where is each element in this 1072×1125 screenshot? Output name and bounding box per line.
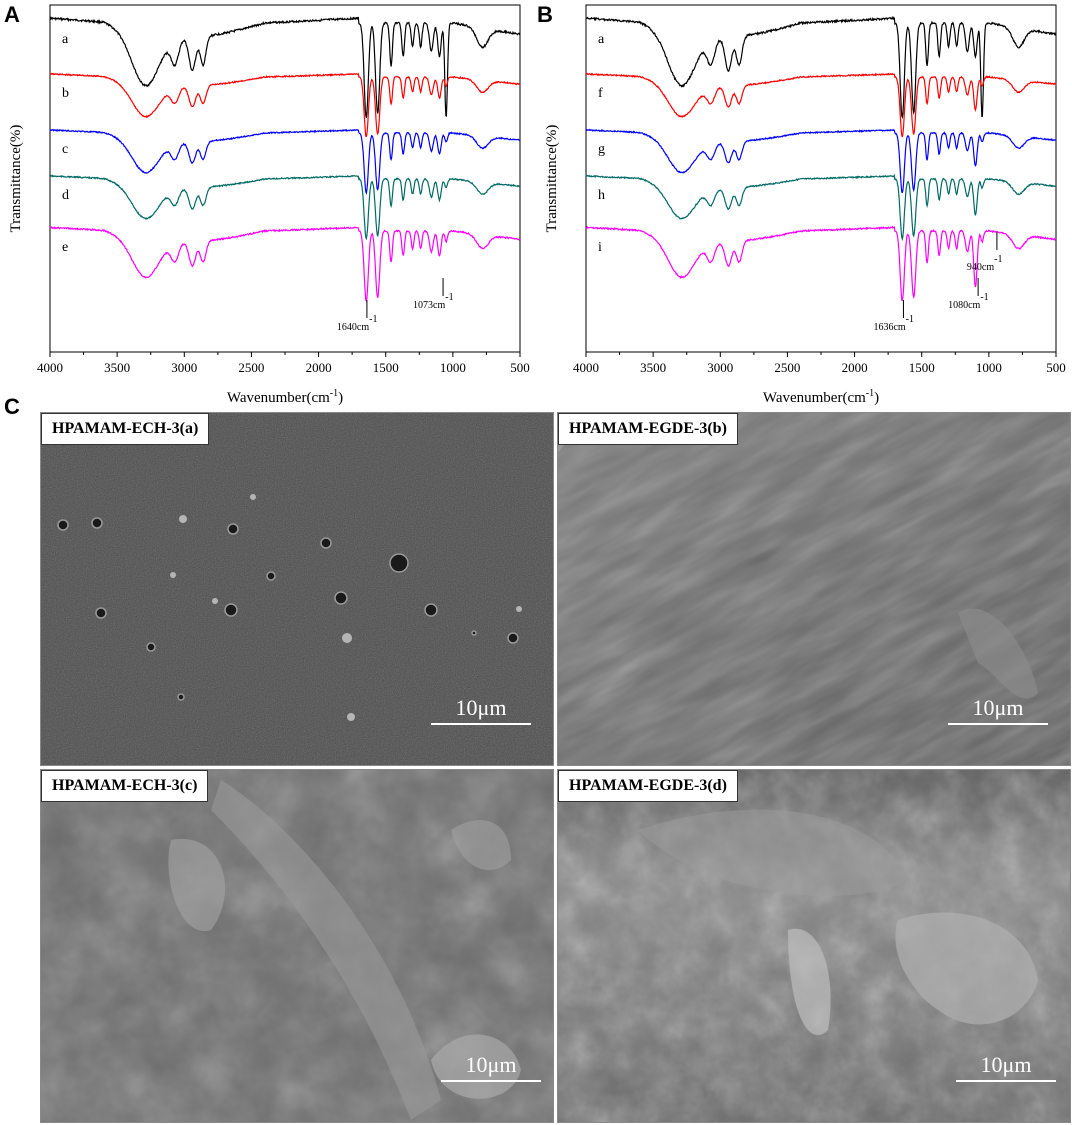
scale-bar-c-line bbox=[441, 1080, 541, 1082]
y-axis-label: Transmittance(%) bbox=[8, 125, 24, 233]
x-axis-label: Wavenumber(cm-1) bbox=[227, 388, 343, 406]
scale-bar-c-text: 10μm bbox=[465, 1052, 517, 1077]
panel-letter-b: B bbox=[537, 2, 553, 27]
sem-label-a: HPAMAM-ECH-3(a) bbox=[41, 413, 210, 445]
series-line-f bbox=[585, 72, 1057, 138]
x-tick-label: 4000 bbox=[37, 360, 63, 375]
scale-bar-d-line bbox=[956, 1080, 1056, 1082]
sem-label-d: HPAMAM-EGDE-3(d) bbox=[558, 770, 738, 802]
sem-label-b: HPAMAM-EGDE-3(b) bbox=[558, 413, 738, 445]
series-label-f: f bbox=[598, 86, 603, 101]
sem-texture-c bbox=[41, 770, 553, 1122]
x-tick-label: 3000 bbox=[171, 360, 197, 375]
series-label-b: b bbox=[62, 86, 69, 101]
annotation-label: 1080cm-1 bbox=[948, 292, 989, 311]
series-label-c: c bbox=[62, 142, 68, 157]
x-tick-label: 4000 bbox=[573, 360, 599, 375]
x-tick-label: 2500 bbox=[238, 360, 264, 375]
scale-bar-a-text: 10μm bbox=[455, 695, 507, 720]
x-tick-label: 500 bbox=[1046, 360, 1066, 375]
series-line-g bbox=[585, 128, 1057, 194]
series-label-e: e bbox=[62, 240, 68, 255]
sem-image-b: HPAMAM-EGDE-3(b) 10μm bbox=[557, 412, 1071, 766]
series-label-a: a bbox=[62, 32, 69, 47]
x-axis-label: Wavenumber(cm-1) bbox=[763, 388, 879, 406]
scale-bar-a-line bbox=[431, 723, 531, 725]
series-label-h: h bbox=[598, 188, 605, 203]
panel-letter-c: C bbox=[4, 394, 20, 419]
sem-texture-b bbox=[558, 413, 1070, 765]
annotation-label: 940cm-1 bbox=[967, 254, 1003, 273]
sem-label-c: HPAMAM-ECH-3(c) bbox=[41, 770, 209, 802]
ftir-chart-b: 4000 3500 3000 2500 2000 1500 1000 500 Wavenumbe… bbox=[544, 4, 1066, 406]
x-tick-label: 1500 bbox=[909, 360, 935, 375]
annotation-label: 1073cm-1 bbox=[413, 292, 454, 311]
annotation-label: 1640cm-1 bbox=[337, 314, 378, 333]
series-line-a bbox=[49, 16, 521, 119]
x-tick-label: 3000 bbox=[707, 360, 733, 375]
sem-image-d: HPAMAM-EGDE-3(d) 10μm bbox=[557, 769, 1071, 1123]
series-line-b bbox=[49, 72, 521, 138]
panel-letter-a: A bbox=[4, 2, 20, 27]
scale-bar-b-text: 10μm bbox=[972, 695, 1024, 720]
x-tick-label: 1500 bbox=[373, 360, 399, 375]
x-tick-label: 3500 bbox=[640, 360, 666, 375]
series-label-d: d bbox=[62, 188, 69, 203]
annotation-label: 1636cm-1 bbox=[873, 314, 914, 333]
sem-texture-d bbox=[558, 770, 1070, 1122]
x-tick-label: 3500 bbox=[104, 360, 130, 375]
x-tick-label: 500 bbox=[510, 360, 530, 375]
x-tick-label: 2000 bbox=[842, 360, 868, 375]
scale-bar-b-line bbox=[948, 723, 1048, 725]
scale-bar-a: 10μm bbox=[431, 695, 531, 725]
x-tick-label: 1000 bbox=[440, 360, 466, 375]
series-line-c bbox=[49, 128, 521, 195]
series-line-d bbox=[49, 174, 521, 241]
x-tick-label: 2500 bbox=[774, 360, 800, 375]
sem-texture-a bbox=[41, 413, 553, 765]
scale-bar-b: 10μm bbox=[948, 695, 1048, 725]
scale-bar-d-text: 10μm bbox=[980, 1052, 1032, 1077]
series-line-h bbox=[585, 173, 1057, 242]
series-line-e bbox=[49, 226, 521, 303]
x-tick-label: 2000 bbox=[306, 360, 332, 375]
ftir-chart-a: 4000 3500 3000 2500 2000 1500 1000 500 Wavenumbe… bbox=[8, 4, 530, 406]
y-axis-label: Transmittance(%) bbox=[544, 125, 560, 233]
x-tick-label: 1000 bbox=[976, 360, 1002, 375]
series-line-a bbox=[585, 15, 1057, 120]
scale-bar-c: 10μm bbox=[441, 1052, 541, 1082]
series-label-g: g bbox=[598, 142, 605, 157]
scale-bar-d: 10μm bbox=[956, 1052, 1056, 1082]
sem-image-c: HPAMAM-ECH-3(c) 10μm bbox=[40, 769, 554, 1123]
series-label-a: a bbox=[598, 32, 605, 47]
series-line-i bbox=[585, 225, 1057, 301]
sem-image-a: HPAMAM-ECH-3(a) 10μm bbox=[40, 412, 554, 766]
series-label-i: i bbox=[598, 240, 602, 255]
